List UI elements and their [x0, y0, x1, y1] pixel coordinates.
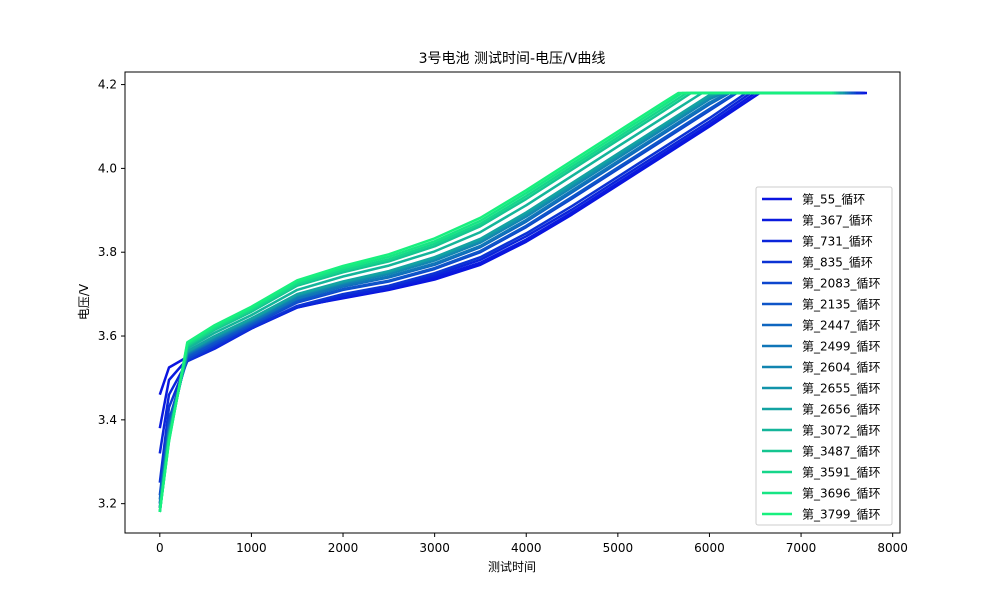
- x-tick-label: 2000: [328, 541, 359, 555]
- legend-box: [755, 186, 893, 526]
- x-tick-label: 0: [156, 541, 164, 555]
- y-tick-label: 4.0: [98, 161, 117, 175]
- x-tick-label: 5000: [603, 541, 634, 555]
- y-axis-title: 电压/V: [77, 283, 91, 320]
- series-line-15: [158, 91, 834, 513]
- series-line-12: [158, 91, 840, 513]
- legend-entry: 第_2604_循环: [802, 361, 881, 375]
- legend-entry: 第_835_循环: [802, 256, 873, 270]
- series-line-6: [158, 91, 855, 500]
- y-tick-label: 3.4: [98, 413, 117, 427]
- legend-entry: 第_3799_循环: [802, 508, 881, 522]
- series-line-14: [158, 91, 836, 513]
- x-tick-label: 8000: [877, 541, 908, 555]
- legend-entry: 第_2447_循环: [802, 319, 881, 333]
- legend-entry: 第_55_循环: [802, 193, 865, 207]
- legend-entry: 第_367_循环: [802, 214, 873, 228]
- series-line-11: [158, 91, 844, 509]
- legend-entry: 第_3591_循环: [802, 466, 881, 480]
- legend-entry: 第_2083_循环: [802, 277, 881, 291]
- x-tick-label: 3000: [419, 541, 450, 555]
- legend-entry: 第_3487_循环: [802, 445, 881, 459]
- x-tick-label: 1000: [236, 541, 267, 555]
- legend-entry: 第_2135_循环: [802, 298, 881, 312]
- x-tick-label: 7000: [786, 541, 817, 555]
- series-line-4: [158, 91, 861, 483]
- y-tick-label: 3.2: [98, 497, 117, 511]
- x-axis-title: 测试时间: [488, 559, 536, 574]
- chart-title: 3号电池 测试时间-电压/V曲线: [419, 51, 606, 67]
- y-axis: 3.2 3.4 3.6 3.8 4.0 4.2: [98, 78, 125, 511]
- legend-entry: 第_2499_循环: [802, 340, 881, 354]
- x-tick-label: 6000: [694, 541, 725, 555]
- x-tick-label: 4000: [511, 541, 542, 555]
- y-tick-label: 3.8: [98, 245, 117, 259]
- legend-entry: 第_3072_循环: [802, 424, 881, 438]
- series-line-16: [158, 91, 833, 513]
- plot-area-frame: [124, 71, 901, 534]
- legend-entry: 第_731_循环: [802, 235, 873, 249]
- y-tick-label: 4.2: [98, 78, 117, 92]
- legend-entry: 第_2655_循环: [802, 382, 881, 396]
- legend: 第_55_循环第_367_循环第_731_循环第_835_循环第_2083_循环…: [755, 186, 893, 526]
- y-tick-label: 3.6: [98, 329, 117, 343]
- series-layer: [158, 91, 867, 513]
- x-axis: 0 1000 2000 3000 4000 5000 6000 7000 8000: [156, 533, 908, 555]
- legend-entry: 第_3696_循环: [802, 487, 881, 501]
- legend-entry: 第_2656_循环: [802, 403, 881, 417]
